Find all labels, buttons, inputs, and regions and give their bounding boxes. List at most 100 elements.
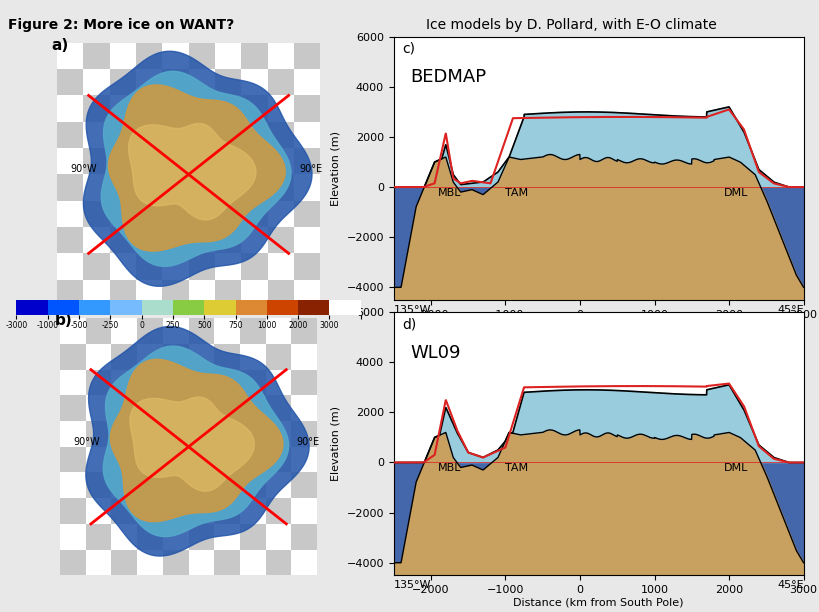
Text: 90°W: 90°W xyxy=(70,164,97,174)
Bar xyxy=(137,370,163,395)
Bar xyxy=(111,300,142,315)
Bar xyxy=(240,498,265,524)
Bar xyxy=(293,227,319,253)
Polygon shape xyxy=(129,124,256,220)
Bar xyxy=(241,280,267,306)
Text: MBL: MBL xyxy=(437,188,461,198)
Bar xyxy=(162,122,188,148)
Bar xyxy=(57,253,84,280)
Bar xyxy=(110,122,136,148)
Bar xyxy=(215,95,241,122)
Bar xyxy=(291,370,317,395)
Bar xyxy=(163,421,188,447)
Bar xyxy=(267,174,293,201)
Bar xyxy=(84,148,110,174)
Bar xyxy=(293,280,319,306)
Bar xyxy=(111,472,137,498)
Bar xyxy=(86,447,111,472)
Bar xyxy=(291,318,317,344)
Text: a): a) xyxy=(52,37,69,53)
Bar xyxy=(57,227,84,253)
Bar xyxy=(84,122,110,148)
Bar xyxy=(265,421,291,447)
Bar xyxy=(60,550,86,575)
Bar xyxy=(60,524,86,550)
Text: 45°E: 45°E xyxy=(776,305,803,315)
Bar xyxy=(162,253,188,280)
Bar xyxy=(110,95,136,122)
Bar xyxy=(240,550,265,575)
Bar xyxy=(111,447,137,472)
Polygon shape xyxy=(84,51,311,286)
Bar xyxy=(60,395,86,421)
Bar xyxy=(162,43,188,69)
Bar xyxy=(86,318,111,344)
Bar xyxy=(163,395,188,421)
Bar xyxy=(265,447,291,472)
Bar xyxy=(163,370,188,395)
Bar xyxy=(136,280,162,306)
Bar xyxy=(188,344,214,370)
Bar xyxy=(57,43,84,69)
Bar xyxy=(267,227,293,253)
Bar xyxy=(188,95,215,122)
Bar xyxy=(265,524,291,550)
Bar xyxy=(84,201,110,227)
Bar xyxy=(291,498,317,524)
Bar xyxy=(241,122,267,148)
Bar xyxy=(240,447,265,472)
Bar xyxy=(215,43,241,69)
Bar xyxy=(137,421,163,447)
Bar xyxy=(293,174,319,201)
Bar xyxy=(291,421,317,447)
Bar xyxy=(162,148,188,174)
Bar xyxy=(241,253,267,280)
Bar xyxy=(214,395,240,421)
Bar xyxy=(110,253,136,280)
Bar xyxy=(240,344,265,370)
Bar xyxy=(111,550,137,575)
Text: DML: DML xyxy=(723,463,748,473)
Bar xyxy=(291,447,317,472)
Text: b): b) xyxy=(55,313,73,328)
Bar xyxy=(111,370,137,395)
Bar xyxy=(142,300,173,315)
Bar xyxy=(235,300,266,315)
Bar xyxy=(60,318,86,344)
Text: TAM: TAM xyxy=(505,188,527,198)
Bar xyxy=(214,370,240,395)
Bar xyxy=(188,253,215,280)
Bar xyxy=(188,395,214,421)
Text: DML: DML xyxy=(723,188,748,198)
Bar xyxy=(84,174,110,201)
Bar xyxy=(162,174,188,201)
X-axis label: Distance (km from South Pole): Distance (km from South Pole) xyxy=(513,323,683,332)
Bar xyxy=(293,69,319,95)
Bar xyxy=(293,201,319,227)
Bar xyxy=(84,43,110,69)
Bar xyxy=(291,395,317,421)
Bar xyxy=(188,550,214,575)
Bar xyxy=(240,524,265,550)
Bar xyxy=(137,498,163,524)
Bar xyxy=(240,395,265,421)
Text: 135°W: 135°W xyxy=(393,580,431,591)
Bar xyxy=(136,227,162,253)
Text: BEDMAP: BEDMAP xyxy=(410,69,486,86)
Bar xyxy=(267,43,293,69)
Bar xyxy=(214,524,240,550)
Bar xyxy=(173,300,204,315)
Bar xyxy=(215,227,241,253)
X-axis label: Distance (km from South Pole): Distance (km from South Pole) xyxy=(513,598,683,608)
Bar xyxy=(136,122,162,148)
Bar xyxy=(57,174,84,201)
Bar xyxy=(188,201,215,227)
Bar xyxy=(111,421,137,447)
Text: WL09: WL09 xyxy=(410,344,460,362)
Bar xyxy=(241,95,267,122)
Bar xyxy=(60,447,86,472)
Bar xyxy=(136,43,162,69)
Bar xyxy=(110,148,136,174)
Bar xyxy=(188,472,214,498)
Bar xyxy=(241,201,267,227)
